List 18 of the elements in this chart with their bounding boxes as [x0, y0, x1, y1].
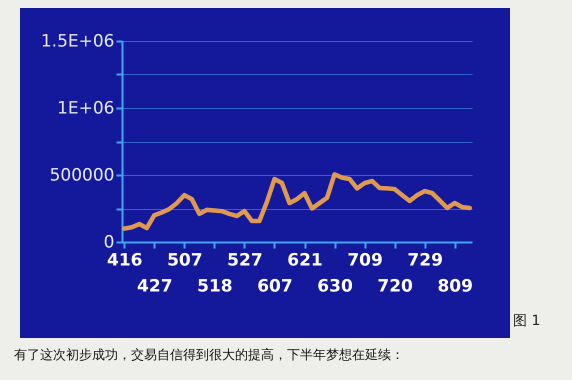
x-tick-label: 621 — [287, 250, 323, 270]
x-tick-label: 607 — [257, 276, 293, 296]
y-tick-label: 500000 — [50, 166, 114, 186]
x-tick-label: 630 — [317, 276, 353, 296]
y-tick-label: 1.5E+06 — [40, 32, 114, 52]
x-tick-label: 427 — [137, 276, 173, 296]
x-tick-label: 416 — [107, 250, 143, 270]
x-tick-label: 720 — [377, 276, 414, 296]
y-tick-label: 1E+06 — [57, 98, 114, 118]
x-tick-label: 507 — [167, 250, 203, 270]
y-tick-label: 0 — [104, 232, 114, 252]
x-tick-label: 527 — [227, 250, 263, 270]
x-tick-label: 518 — [197, 276, 233, 296]
text: 有了这次初步成功，交易自信得到很大的提高，下半年梦想在延续： — [14, 347, 404, 364]
x-tick-label: 709 — [347, 250, 383, 270]
caption: 图 1 — [513, 312, 540, 330]
x-tick-label: 729 — [407, 250, 443, 270]
x-tick-label: 809 — [437, 276, 473, 296]
